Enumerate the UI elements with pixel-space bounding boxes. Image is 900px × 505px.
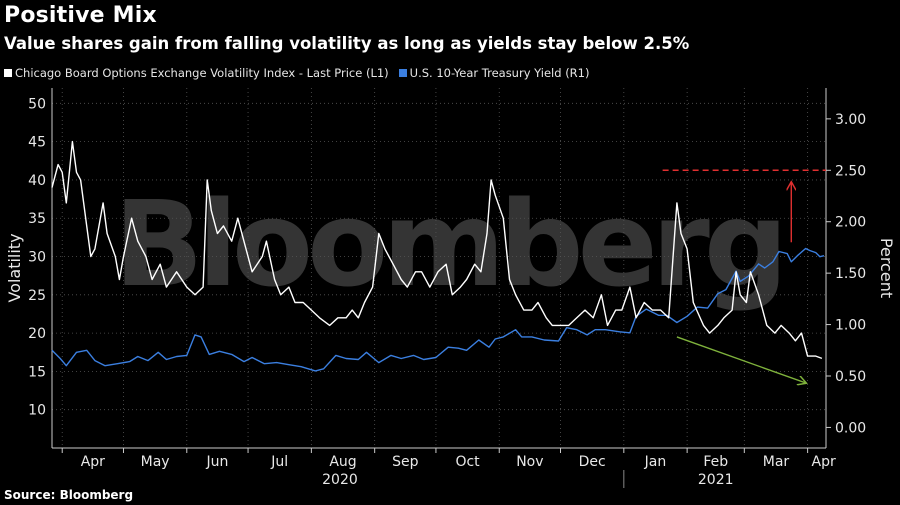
gridlines xyxy=(52,88,826,448)
x-tick-jun: Jun xyxy=(205,454,228,470)
series-line-treasury-yield xyxy=(51,247,825,372)
chart-title: Positive Mix xyxy=(4,3,157,28)
legend-item-treasury: U.S. 10-Year Treasury Yield (R1) xyxy=(398,66,590,80)
legend-item-vix: Chicago Board Options Exchange Volatilit… xyxy=(4,66,389,80)
y-axis-label-left: Volatility xyxy=(5,233,24,302)
chart-subtitle: Value shares gain from falling volatilit… xyxy=(4,34,690,53)
series-line-vix xyxy=(51,140,823,360)
y-tick-right-1.00: 1.00 xyxy=(835,318,866,334)
y-axis-label-right: Percent xyxy=(877,238,896,298)
annotations xyxy=(662,169,826,383)
legend: Chicago Board Options Exchange Volatilit… xyxy=(4,66,589,80)
y-tick-left-30: 30 xyxy=(28,250,46,266)
x-year-2021: 2021 xyxy=(698,472,734,488)
x-tick-mar: Mar xyxy=(763,454,790,470)
y-tick-right-1.50: 1.50 xyxy=(835,266,866,282)
x-tick-apr: Apr xyxy=(81,454,105,470)
x-year-2020: 2020 xyxy=(322,472,358,488)
x-tick-sep: Sep xyxy=(392,454,419,470)
y-tick-right-2.00: 2.00 xyxy=(835,215,866,231)
x-tick-aug: Aug xyxy=(329,454,356,470)
y-tick-left-10: 10 xyxy=(28,403,46,419)
x-tick-apr: Apr xyxy=(812,454,836,470)
x-tick-may: May xyxy=(141,454,170,470)
x-tick-oct: Oct xyxy=(455,454,480,470)
legend-swatch-vix xyxy=(4,69,12,77)
x-tick-dec: Dec xyxy=(579,454,606,470)
series-group xyxy=(51,140,825,372)
legend-label-vix: Chicago Board Options Exchange Volatilit… xyxy=(15,66,389,80)
axes: 10 15 20 25 30 35 40 45 50 0.00 0.50 1.00 1.50 2.00 2.… xyxy=(28,88,866,488)
y-tick-left-35: 35 xyxy=(28,211,46,227)
x-tick-jan: Jan xyxy=(644,454,667,470)
y-tick-left-20: 20 xyxy=(28,326,46,342)
watermark: Bloomberg xyxy=(114,175,783,313)
legend-label-treasury: U.S. 10-Year Treasury Yield (R1) xyxy=(409,66,590,80)
y-tick-left-45: 45 xyxy=(28,135,46,151)
y-tick-left-40: 40 xyxy=(28,173,46,189)
x-tick-jul: Jul xyxy=(270,454,288,470)
y-tick-right-2.50: 2.50 xyxy=(835,163,866,179)
y-tick-left-15: 15 xyxy=(28,364,46,380)
y-tick-right-3.00: 3.00 xyxy=(835,112,866,128)
y-tick-left-25: 25 xyxy=(28,288,46,304)
green-arrow xyxy=(676,336,806,383)
legend-swatch-treasury xyxy=(398,69,407,77)
y-tick-right-0.50: 0.50 xyxy=(835,369,866,385)
x-tick-feb: Feb xyxy=(703,454,728,470)
y-tick-left-50: 50 xyxy=(28,96,46,112)
x-tick-nov: Nov xyxy=(516,454,543,470)
source-note: Source: Bloomberg xyxy=(4,488,134,502)
y-tick-right-0.00: 0.00 xyxy=(835,420,866,436)
